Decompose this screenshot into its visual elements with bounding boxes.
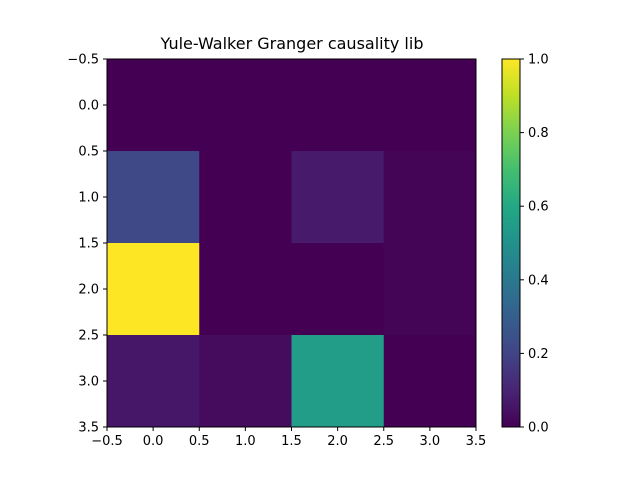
heatmap-cell-0-0 bbox=[107, 59, 200, 152]
heatmap-cell-1-0 bbox=[107, 151, 200, 244]
colorbar: 0.0 0.2 0.4 0.6 0.8 1.0 bbox=[501, 53, 549, 436]
y-tick-label: 3.5 bbox=[78, 421, 99, 436]
heatmap-cell-1-2 bbox=[291, 151, 385, 244]
heatmap-cell-3-0 bbox=[107, 335, 200, 428]
x-tick-label: 1.0 bbox=[235, 434, 256, 449]
colorbar-gradient bbox=[501, 58, 521, 428]
colorbar-tick-label: 0.2 bbox=[528, 347, 549, 362]
heatmap-cell-1-3 bbox=[383, 151, 477, 244]
x-tick-label: 3.0 bbox=[420, 434, 441, 449]
y-tick-label: 0.0 bbox=[78, 99, 99, 114]
y-tick-label: 2.0 bbox=[78, 283, 99, 298]
x-tick-label: 3.5 bbox=[466, 434, 487, 449]
y-tick-label: 1.5 bbox=[78, 237, 99, 252]
heatmap-cell-0-3 bbox=[383, 59, 477, 152]
x-tick-label: 1.5 bbox=[281, 434, 302, 449]
heatmap-cell-2-2 bbox=[291, 243, 385, 336]
x-tick-label: −0.5 bbox=[91, 434, 123, 449]
y-tick-label: 3.0 bbox=[78, 375, 99, 390]
y-tick-label: 0.5 bbox=[78, 145, 99, 160]
colorbar-tick-label: 0.4 bbox=[528, 273, 549, 288]
heatmap-cell-0-1 bbox=[199, 59, 292, 152]
y-tick-label: −0.5 bbox=[67, 53, 99, 68]
y-axis: −0.5 0.0 0.5 1.0 1.5 2.0 2.5 3.0 3.5 bbox=[67, 53, 107, 436]
heatmap-cells bbox=[107, 59, 477, 428]
heatmap-cell-2-0 bbox=[107, 243, 200, 336]
chart-title: Yule-Walker Granger causality lib bbox=[160, 34, 424, 53]
y-tick-label: 2.5 bbox=[78, 329, 99, 344]
heatmap-cell-3-1 bbox=[199, 335, 292, 428]
colorbar-tick-label: 0.8 bbox=[528, 126, 549, 141]
heatmap-cell-2-1 bbox=[199, 243, 292, 336]
heatmap-cell-2-3 bbox=[383, 243, 477, 336]
x-tick-label: 0.0 bbox=[143, 434, 164, 449]
x-tick-label: 2.5 bbox=[373, 434, 394, 449]
y-tick-label: 1.0 bbox=[78, 191, 99, 206]
colorbar-tick-label: 1.0 bbox=[528, 53, 549, 68]
colorbar-tick-label: 0.0 bbox=[528, 421, 549, 436]
x-tick-label: 2.0 bbox=[327, 434, 348, 449]
heatmap-cell-3-2 bbox=[291, 335, 385, 428]
x-axis: −0.5 0.0 0.5 1.0 1.5 2.0 2.5 3.0 3.5 bbox=[91, 427, 486, 449]
heatmap-cell-1-1 bbox=[199, 151, 292, 244]
colorbar-tick-label: 0.6 bbox=[528, 200, 549, 215]
x-tick-label: 0.5 bbox=[189, 434, 210, 449]
heatmap-cell-3-3 bbox=[383, 335, 477, 428]
heatmap-cell-0-2 bbox=[291, 59, 385, 152]
